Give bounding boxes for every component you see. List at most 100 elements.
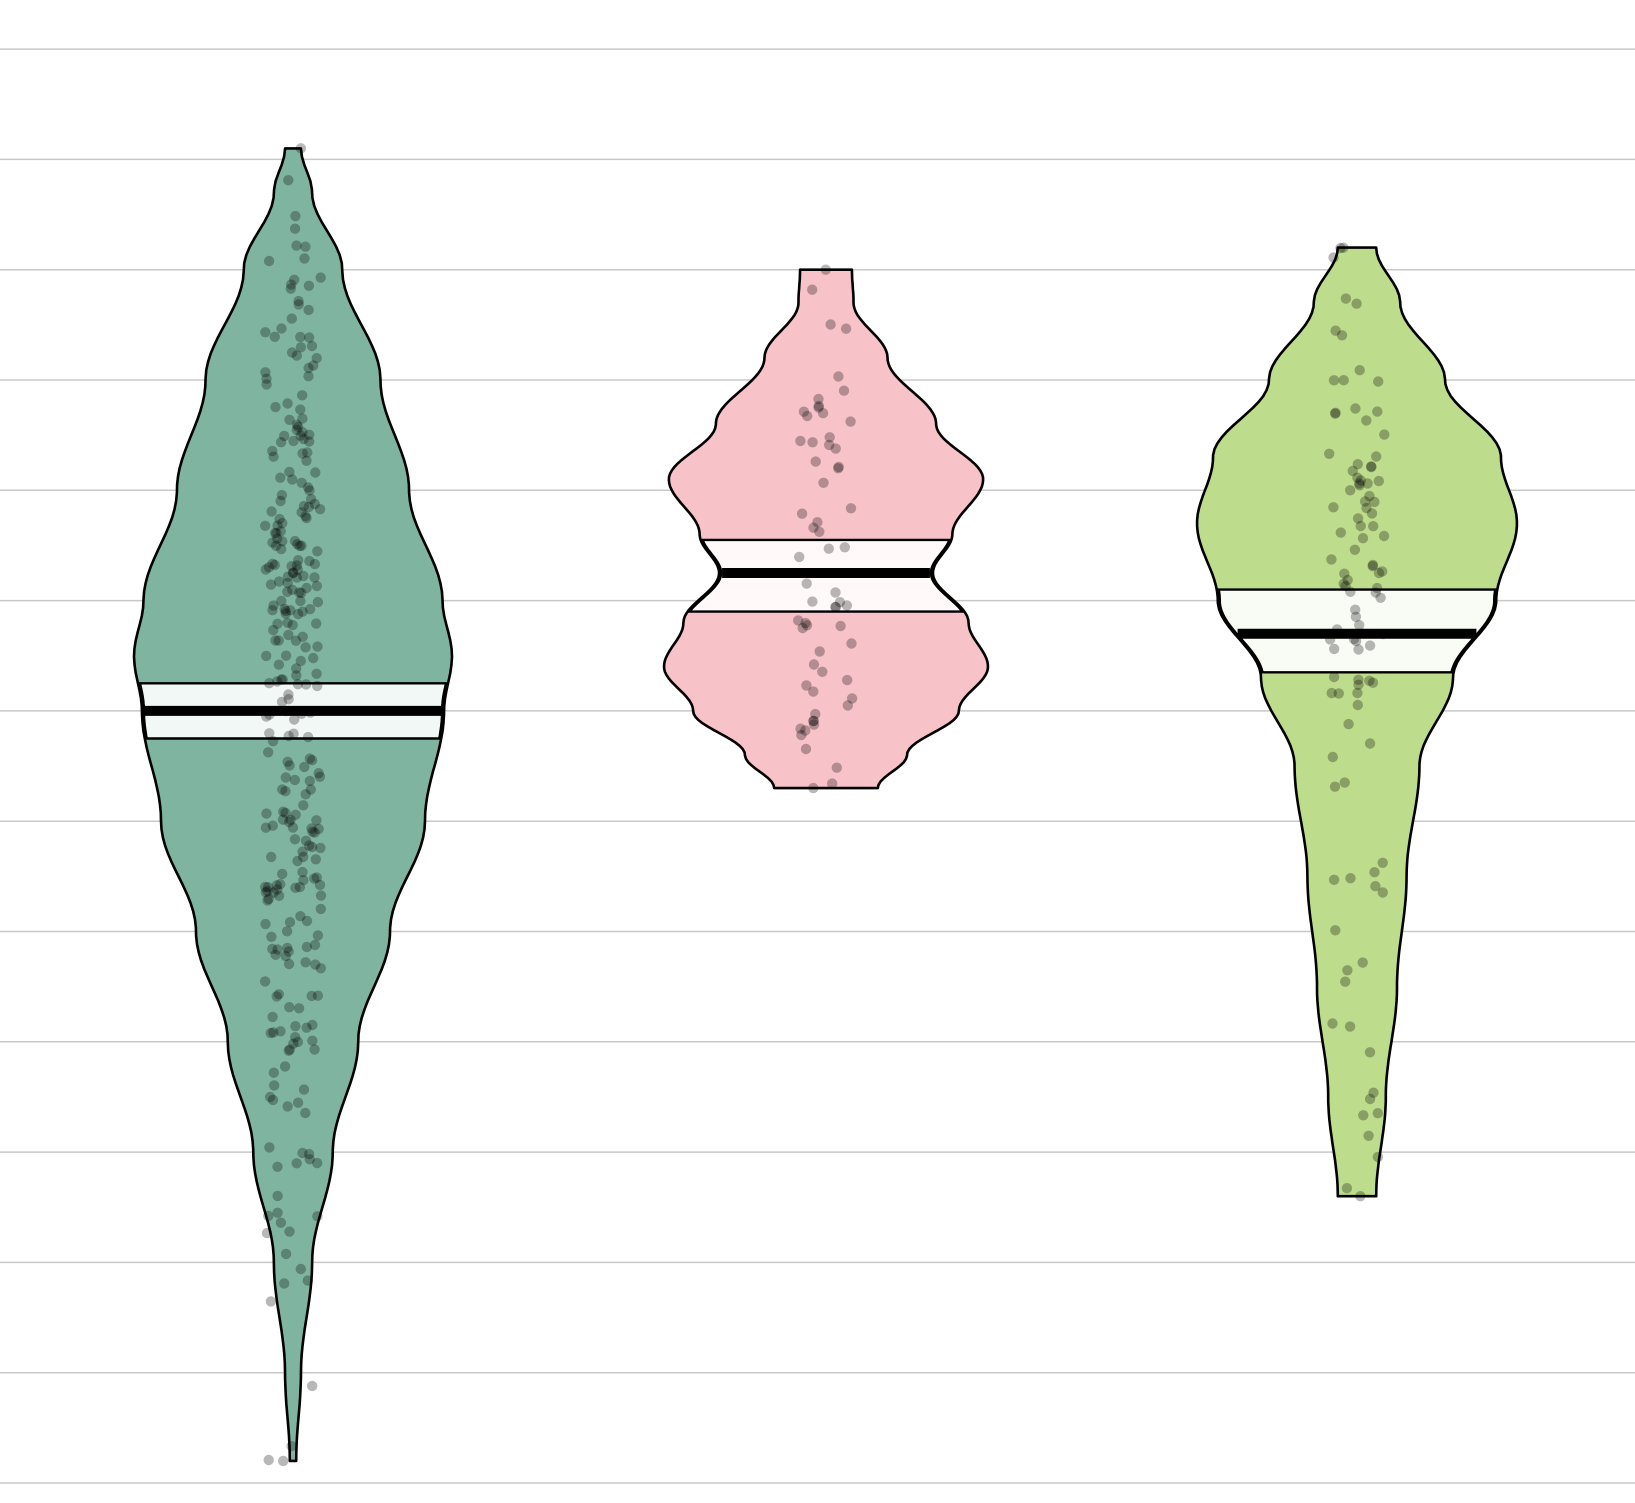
data-point	[286, 561, 297, 572]
data-point	[279, 603, 290, 615]
data-point	[266, 931, 277, 942]
data-point	[276, 543, 287, 555]
data-point	[1340, 580, 1351, 592]
data-point	[283, 694, 294, 705]
data-point	[287, 822, 299, 833]
data-point	[1353, 644, 1364, 655]
data-point	[283, 816, 295, 828]
data-point	[315, 963, 326, 974]
data-point	[294, 540, 305, 552]
data-point	[1329, 643, 1340, 655]
data-point	[1338, 375, 1349, 386]
data-point	[297, 606, 308, 617]
data-point	[288, 435, 299, 447]
data-point	[305, 707, 316, 718]
data-point	[1362, 478, 1373, 489]
data-point	[807, 284, 818, 295]
data-point	[1336, 330, 1348, 341]
data-point	[304, 485, 315, 496]
data-point	[818, 477, 829, 488]
data-point	[292, 1097, 304, 1108]
data-point	[315, 890, 327, 901]
data-point	[795, 723, 806, 734]
data-point	[295, 331, 306, 343]
data-point	[285, 605, 296, 616]
data-point	[304, 840, 315, 851]
data-point	[309, 1044, 320, 1055]
data-point	[814, 646, 825, 657]
data-point	[270, 949, 281, 960]
data-point	[1377, 628, 1389, 640]
data-point	[838, 385, 850, 396]
data-point	[291, 424, 302, 436]
data-point	[275, 1026, 286, 1037]
data-point	[297, 427, 308, 438]
data-point	[260, 881, 271, 893]
data-points	[793, 264, 858, 794]
data-point	[279, 430, 290, 442]
data-point	[293, 299, 304, 310]
data-point	[260, 918, 271, 930]
data-point	[264, 728, 275, 739]
data-point	[1327, 751, 1339, 763]
data-point	[1352, 472, 1363, 483]
data-point	[296, 477, 307, 488]
data-point	[306, 755, 318, 766]
data-point	[1355, 475, 1367, 486]
data-point	[1363, 1130, 1374, 1142]
data-point	[1345, 586, 1356, 597]
data-point	[283, 730, 294, 742]
data-point	[808, 686, 819, 697]
data-point	[272, 533, 283, 544]
data-point	[290, 1032, 301, 1043]
data-point	[1330, 925, 1341, 936]
data-point	[292, 539, 303, 550]
data-point	[264, 709, 275, 720]
data-point	[314, 504, 326, 515]
data-point	[276, 674, 287, 685]
data-point	[1335, 527, 1347, 538]
data-point	[282, 617, 293, 628]
data-point	[297, 846, 308, 857]
data-point	[293, 555, 304, 566]
data-point	[1330, 325, 1341, 336]
data-point	[267, 1011, 278, 1023]
data-point	[1373, 475, 1385, 487]
data-point	[801, 680, 812, 691]
data-point	[1372, 1108, 1384, 1119]
data-point	[839, 542, 850, 553]
data-point	[304, 604, 316, 615]
data-point	[1359, 496, 1371, 507]
data-point	[1350, 611, 1362, 622]
data-point	[277, 518, 288, 529]
data-point	[267, 537, 278, 548]
data-point	[311, 580, 323, 592]
data-point	[283, 689, 294, 700]
data-point	[311, 618, 322, 629]
data-point	[272, 1207, 283, 1219]
data-point	[830, 587, 841, 598]
data-point	[1364, 1093, 1376, 1105]
data-point	[287, 474, 298, 485]
data-point	[1330, 408, 1341, 419]
data-point	[812, 517, 823, 528]
data-point	[305, 784, 316, 795]
data-point	[833, 371, 844, 382]
data-point	[305, 493, 317, 505]
data-point	[1342, 574, 1353, 586]
data-point	[1343, 718, 1354, 730]
data-point	[314, 771, 326, 782]
data-point	[289, 535, 301, 547]
data-point	[808, 782, 819, 794]
violin-1	[132, 143, 454, 1467]
data-point	[1377, 857, 1388, 868]
data-point	[291, 350, 302, 361]
data-point	[846, 638, 857, 649]
data-point	[260, 520, 271, 531]
data-point	[284, 1002, 295, 1013]
data-point	[308, 360, 319, 371]
data-point	[261, 711, 272, 722]
data-point	[295, 911, 306, 922]
data-point	[277, 868, 288, 880]
data-point	[267, 558, 278, 569]
